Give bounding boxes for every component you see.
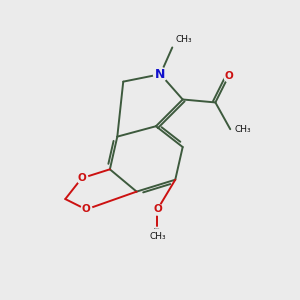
Text: O: O bbox=[77, 173, 86, 183]
Text: O: O bbox=[224, 71, 233, 81]
Text: CH₃: CH₃ bbox=[149, 232, 166, 241]
Text: methoxy: methoxy bbox=[154, 228, 161, 230]
Text: O: O bbox=[82, 204, 91, 214]
Text: O: O bbox=[153, 204, 162, 214]
Text: CH₃: CH₃ bbox=[235, 125, 251, 134]
Text: CH₃: CH₃ bbox=[175, 35, 192, 44]
Text: N: N bbox=[155, 68, 166, 81]
